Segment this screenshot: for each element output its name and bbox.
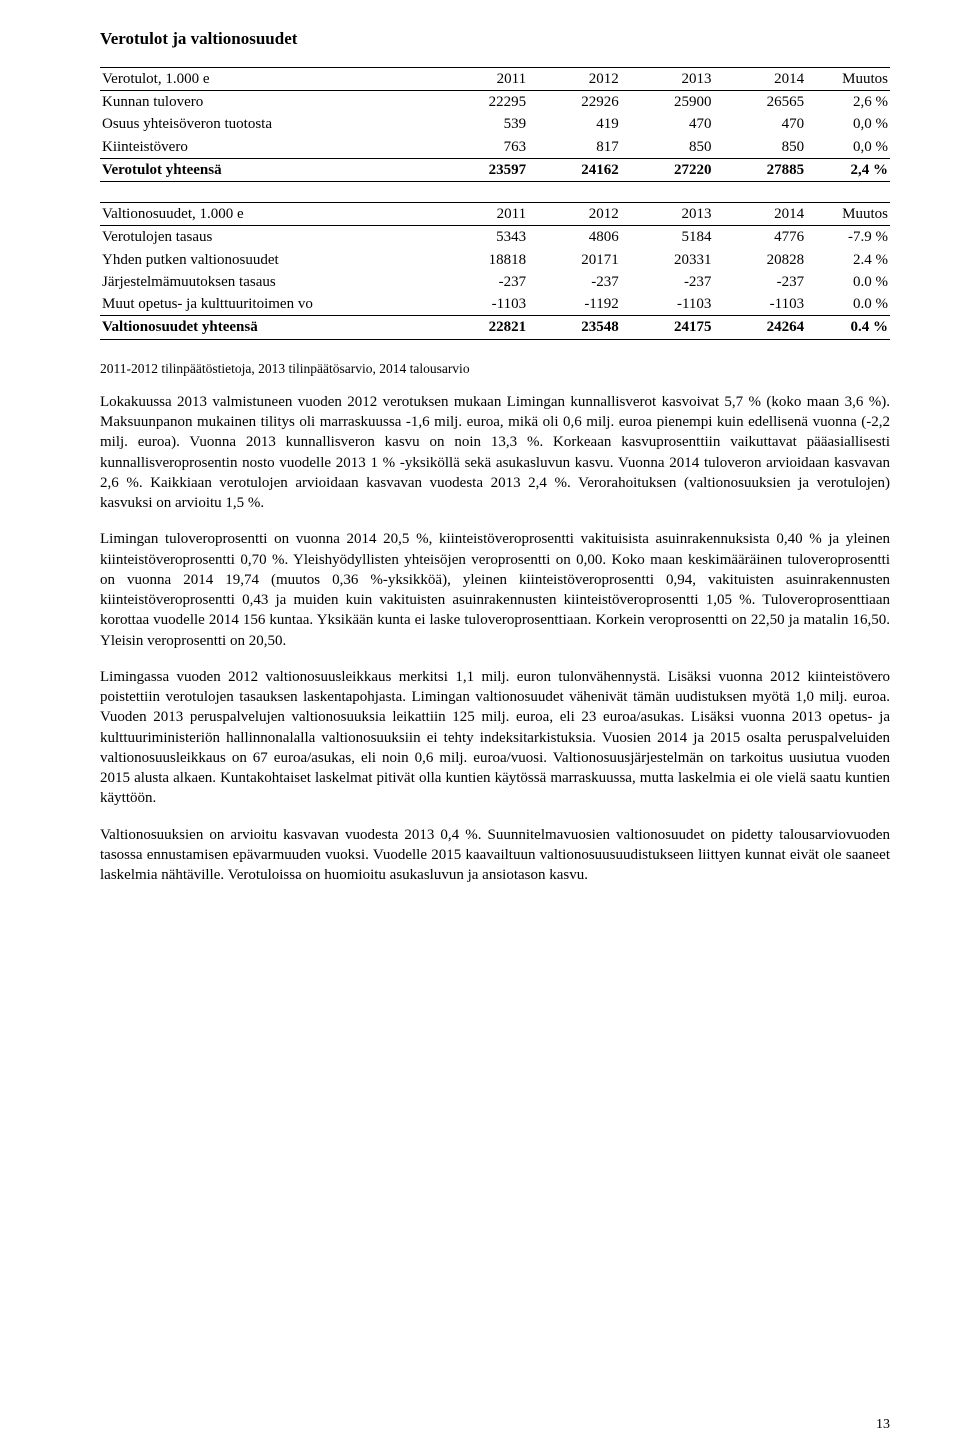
cell-value: -1192 <box>528 293 621 316</box>
cell-value: 20171 <box>528 249 621 271</box>
col-label: Verotulot, 1.000 e <box>100 67 435 90</box>
col-year: 2013 <box>621 203 714 226</box>
col-year: 2012 <box>528 67 621 90</box>
paragraph: Limingassa vuoden 2012 valtionosuusleikk… <box>100 667 890 809</box>
cell-label: Kunnan tulovero <box>100 91 435 114</box>
col-year: 2011 <box>435 67 528 90</box>
cell-value: 0,0 % <box>806 113 890 135</box>
table-total-row: Valtionosuudet yhteensä 22821 23548 2417… <box>100 316 890 339</box>
col-change: Muutos <box>806 67 890 90</box>
cell-total-value: 24175 <box>621 316 714 339</box>
cell-value: 0,0 % <box>806 136 890 159</box>
cell-total-value: 2,4 % <box>806 158 890 181</box>
paragraph: Valtionosuuksien on arvioitu kasvavan vu… <box>100 825 890 886</box>
cell-value: -237 <box>528 271 621 293</box>
table-verotulot: Verotulot, 1.000 e 2011 2012 2013 2014 M… <box>100 67 890 182</box>
cell-value: 5184 <box>621 226 714 249</box>
cell-value: 20828 <box>713 249 806 271</box>
table-header-row: Valtionosuudet, 1.000 e 2011 2012 2013 2… <box>100 203 890 226</box>
cell-value: 4776 <box>713 226 806 249</box>
col-year: 2014 <box>713 67 806 90</box>
cell-value: 470 <box>713 113 806 135</box>
cell-label: Kiinteistövero <box>100 136 435 159</box>
page-number: 13 <box>876 1416 890 1435</box>
table-row: Muut opetus- ja kulttuuritoimen vo -1103… <box>100 293 890 316</box>
cell-value: 850 <box>713 136 806 159</box>
cell-total-value: 0.4 % <box>806 316 890 339</box>
table-row: Kiinteistövero 763 817 850 850 0,0 % <box>100 136 890 159</box>
cell-value: 419 <box>528 113 621 135</box>
paragraph: Lokakuussa 2013 valmistuneen vuoden 2012… <box>100 392 890 514</box>
cell-value: -1103 <box>621 293 714 316</box>
cell-value: 22926 <box>528 91 621 114</box>
table-row: Yhden putken valtionosuudet 18818 20171 … <box>100 249 890 271</box>
cell-value: -1103 <box>435 293 528 316</box>
cell-value: 18818 <box>435 249 528 271</box>
cell-label: Yhden putken valtionosuudet <box>100 249 435 271</box>
cell-label: Järjestelmämuutoksen tasaus <box>100 271 435 293</box>
table-row: Verotulojen tasaus 5343 4806 5184 4776 -… <box>100 226 890 249</box>
cell-total-label: Valtionosuudet yhteensä <box>100 316 435 339</box>
col-year: 2011 <box>435 203 528 226</box>
col-year: 2012 <box>528 203 621 226</box>
cell-value: 470 <box>621 113 714 135</box>
table-caption: 2011-2012 tilinpäätöstietoja, 2013 tilin… <box>100 360 890 378</box>
cell-value: -237 <box>713 271 806 293</box>
table-total-row: Verotulot yhteensä 23597 24162 27220 278… <box>100 158 890 181</box>
cell-value: 4806 <box>528 226 621 249</box>
cell-value: 539 <box>435 113 528 135</box>
cell-value: -1103 <box>713 293 806 316</box>
cell-value: 25900 <box>621 91 714 114</box>
cell-value: 817 <box>528 136 621 159</box>
cell-label: Muut opetus- ja kulttuuritoimen vo <box>100 293 435 316</box>
table-row: Järjestelmämuutoksen tasaus -237 -237 -2… <box>100 271 890 293</box>
table-header-row: Verotulot, 1.000 e 2011 2012 2013 2014 M… <box>100 67 890 90</box>
page-title: Verotulot ja valtionosuudet <box>100 28 890 51</box>
cell-total-value: 27885 <box>713 158 806 181</box>
cell-value: 26565 <box>713 91 806 114</box>
cell-value: 5343 <box>435 226 528 249</box>
table-row: Kunnan tulovero 22295 22926 25900 26565 … <box>100 91 890 114</box>
cell-value: -237 <box>435 271 528 293</box>
cell-total-value: 23597 <box>435 158 528 181</box>
paragraph: Limingan tuloveroprosentti on vuonna 201… <box>100 529 890 651</box>
cell-value: 763 <box>435 136 528 159</box>
col-change: Muutos <box>806 203 890 226</box>
cell-value: 20331 <box>621 249 714 271</box>
cell-label: Osuus yhteisöveron tuotosta <box>100 113 435 135</box>
cell-value: 0.0 % <box>806 271 890 293</box>
cell-value: -7.9 % <box>806 226 890 249</box>
cell-total-value: 22821 <box>435 316 528 339</box>
col-label: Valtionosuudet, 1.000 e <box>100 203 435 226</box>
cell-total-value: 24162 <box>528 158 621 181</box>
cell-value: -237 <box>621 271 714 293</box>
cell-label: Verotulojen tasaus <box>100 226 435 249</box>
cell-total-value: 27220 <box>621 158 714 181</box>
table-row: Osuus yhteisöveron tuotosta 539 419 470 … <box>100 113 890 135</box>
cell-value: 2,6 % <box>806 91 890 114</box>
col-year: 2014 <box>713 203 806 226</box>
cell-value: 2.4 % <box>806 249 890 271</box>
cell-total-value: 23548 <box>528 316 621 339</box>
col-year: 2013 <box>621 67 714 90</box>
cell-value: 0.0 % <box>806 293 890 316</box>
cell-total-label: Verotulot yhteensä <box>100 158 435 181</box>
cell-value: 850 <box>621 136 714 159</box>
table-valtionosuudet: Valtionosuudet, 1.000 e 2011 2012 2013 2… <box>100 202 890 340</box>
page-container: Verotulot ja valtionosuudet Verotulot, 1… <box>0 0 960 1453</box>
cell-value: 22295 <box>435 91 528 114</box>
cell-total-value: 24264 <box>713 316 806 339</box>
